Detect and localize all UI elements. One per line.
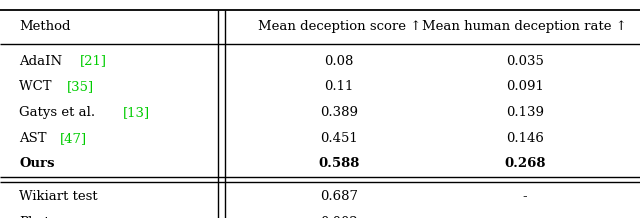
Text: 0.139: 0.139 [506, 106, 544, 119]
Text: 0.687: 0.687 [320, 190, 358, 203]
Text: [13]: [13] [123, 106, 150, 119]
Text: Gatys et al.: Gatys et al. [19, 106, 100, 119]
Text: 0.389: 0.389 [320, 106, 358, 119]
Text: [47]: [47] [60, 132, 87, 145]
Text: -: - [522, 190, 527, 203]
Text: 0.08: 0.08 [324, 54, 354, 68]
Text: 0.268: 0.268 [504, 157, 545, 170]
Text: Ours: Ours [19, 157, 54, 170]
Text: 0.035: 0.035 [506, 54, 544, 68]
Text: Wikiart test: Wikiart test [19, 190, 98, 203]
Text: Mean deception score ↑: Mean deception score ↑ [257, 20, 421, 33]
Text: 0.146: 0.146 [506, 132, 544, 145]
Text: Mean human deception rate ↑: Mean human deception rate ↑ [422, 20, 627, 33]
Text: AST: AST [19, 132, 51, 145]
Text: WCT: WCT [19, 80, 56, 93]
Text: [21]: [21] [81, 54, 108, 68]
Text: -: - [522, 216, 527, 218]
Text: 0.091: 0.091 [506, 80, 544, 93]
Text: AdaIN: AdaIN [19, 54, 67, 68]
Text: 0.002: 0.002 [321, 216, 358, 218]
Text: 0.588: 0.588 [319, 157, 360, 170]
Text: 0.11: 0.11 [324, 80, 354, 93]
Text: [35]: [35] [67, 80, 93, 93]
Text: 0.451: 0.451 [321, 132, 358, 145]
Text: Photos: Photos [19, 216, 65, 218]
Text: Method: Method [19, 20, 70, 33]
